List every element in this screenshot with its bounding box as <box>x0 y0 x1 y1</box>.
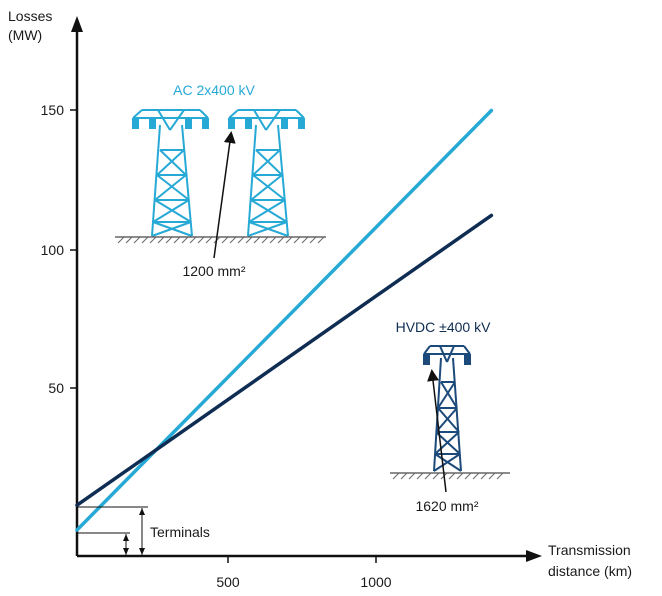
x-axis-arrow-icon <box>526 550 542 562</box>
x-tick-label-1000: 1000 <box>360 574 391 590</box>
x-axis-label-line2: distance (km) <box>548 563 632 579</box>
y-tick-label-150: 150 <box>41 102 65 118</box>
hvdc-conductor-arrow <box>427 369 447 493</box>
y-tick-label-100: 100 <box>41 242 65 258</box>
terminals-dc-arrow-down-icon <box>139 548 145 555</box>
ac-ground-icon <box>115 236 326 244</box>
terminals-ac-arrow-down-icon <box>123 548 129 555</box>
y-axis-label-line2: (MW) <box>8 27 42 43</box>
series-layer <box>75 108 494 532</box>
series-line-hvdc <box>75 213 494 507</box>
x-ticks: 500 1000 <box>216 556 392 590</box>
ac-conductor-label: 1200 mm² <box>182 263 245 279</box>
terminals-label: Terminals <box>150 524 210 540</box>
x-axis-label-line1: Transmission <box>548 542 631 558</box>
ac-tower-right-icon <box>228 109 305 237</box>
hvdc-series-label: HVDC ±400 kV <box>396 319 491 335</box>
y-tick-label-50: 50 <box>48 380 64 396</box>
hvdc-tower-icon <box>423 345 471 472</box>
axes <box>71 16 542 562</box>
terminals-ac-arrow-up-icon <box>123 534 129 541</box>
terminals-dc-arrow-up-icon <box>139 508 145 515</box>
hvdc-tower-illustration: HVDC ±400 kV <box>390 319 510 514</box>
hvdc-ground-icon <box>390 472 510 480</box>
y-axis-label-line1: Losses <box>8 8 52 24</box>
x-tick-label-500: 500 <box>216 574 240 590</box>
ac-tower-left-icon <box>132 109 209 237</box>
ac-tower-illustration: AC 2x400 kV <box>115 82 326 279</box>
y-axis-arrow-icon <box>71 16 83 32</box>
terminals-annotation: Terminals <box>77 506 210 555</box>
series-line-ac <box>75 108 494 532</box>
y-ticks: 150 100 50 <box>41 102 77 396</box>
ac-conductor-arrow <box>213 131 236 259</box>
hvdc-conductor-label: 1620 mm² <box>415 498 478 514</box>
ac-series-label: AC 2x400 kV <box>173 82 255 98</box>
